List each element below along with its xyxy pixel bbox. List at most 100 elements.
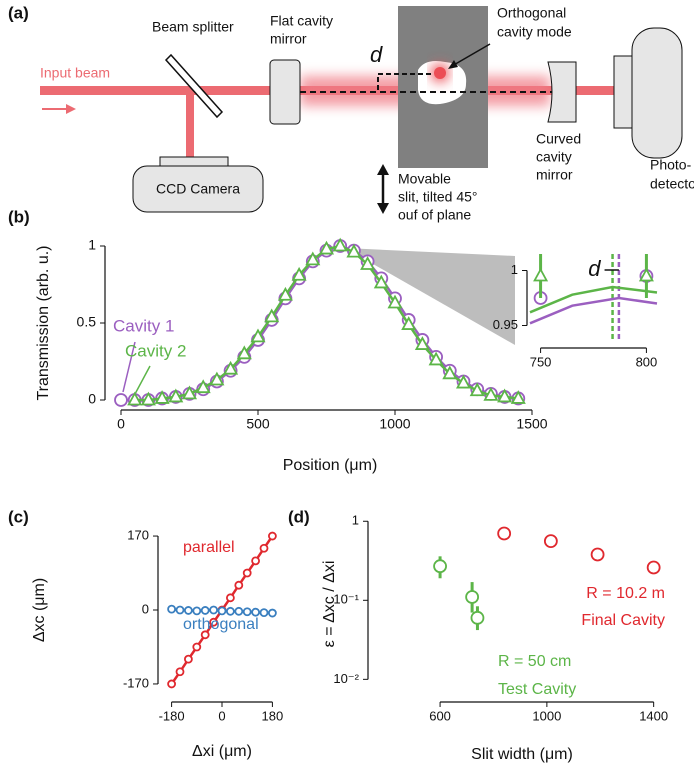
marker (114, 393, 128, 407)
curved-mirror-label: mirror (536, 167, 573, 183)
marker (154, 390, 170, 404)
x-tick-label: -180 (159, 708, 185, 723)
beam-splitter-label: Beam splitter (152, 19, 234, 35)
marker (510, 390, 526, 404)
detector (613, 55, 633, 129)
arrow (448, 60, 458, 69)
x-tick-label: 500 (246, 416, 270, 432)
marker (497, 526, 512, 541)
flat-mirror (269, 59, 301, 125)
x-tick-label: 1400 (639, 708, 668, 723)
marker (267, 531, 277, 541)
x-tick-label: 1000 (379, 416, 410, 432)
setup-diagram: (a) Input beam Beam splitter CCD Camera … (8, 3, 694, 222)
marker (200, 630, 210, 640)
y-tick-label: 0.5 (77, 314, 97, 330)
marker (195, 379, 211, 394)
panel-label: (b) (8, 207, 30, 226)
mode-label: Orthogonal (497, 5, 566, 21)
marker (251, 607, 261, 617)
marker (183, 654, 193, 664)
marker (469, 382, 485, 397)
marker (209, 617, 219, 627)
marker (387, 294, 403, 309)
marker (401, 316, 417, 330)
camera (132, 165, 264, 213)
y-tick-label: 0 (88, 391, 96, 407)
y-tick-label: 0 (142, 601, 149, 616)
marker (318, 240, 335, 255)
marker (277, 286, 293, 301)
slit-label: Movable (398, 171, 451, 187)
marker (223, 360, 239, 375)
x-axis-label: Position (μm) (283, 457, 378, 474)
marker (209, 371, 225, 386)
marker (533, 267, 549, 282)
marker (192, 642, 202, 652)
slit-label: slit, tilted 45° (398, 189, 478, 205)
y-tick-label: 1 (352, 513, 359, 528)
marker (470, 610, 485, 625)
y-tick-label: 1 (511, 262, 518, 277)
mode-label: cavity mode (497, 24, 572, 40)
marker (497, 388, 513, 403)
marker (360, 256, 376, 270)
marker (236, 345, 252, 360)
marker (167, 679, 177, 689)
panel-label: (c) (8, 507, 29, 526)
series-line (529, 296, 658, 325)
zoom-wedge (345, 248, 515, 345)
marker (234, 606, 244, 616)
marker (140, 391, 156, 406)
marker (305, 251, 321, 266)
marker (225, 606, 235, 616)
curved-mirror-label: Curved (536, 131, 581, 147)
y-tick-label: -170 (123, 675, 149, 690)
marker (259, 543, 269, 553)
marker (264, 308, 280, 323)
y-axis-label: Transmission (arb. u.) (35, 246, 52, 401)
panel-label: (a) (8, 3, 29, 22)
x-tick-label: 0 (117, 416, 125, 432)
legend-label: Cavity 2 (125, 341, 186, 360)
marker (168, 388, 184, 403)
detector (631, 27, 683, 159)
camera-label: CCD Camera (156, 181, 240, 197)
marker (483, 387, 499, 401)
arrow (377, 203, 389, 214)
x-axis-label: Slit width (μm) (471, 746, 573, 763)
y-tick-label: 10⁻¹ (333, 592, 359, 607)
marker (200, 606, 210, 615)
marker (638, 267, 654, 282)
arrow (377, 164, 389, 175)
beam-splitter (164, 53, 224, 119)
camera (159, 156, 229, 167)
slit-label: ouf of plane (398, 207, 471, 223)
marker (346, 243, 362, 258)
arrow (451, 43, 491, 67)
x-tick-label: 0 (218, 708, 225, 723)
arrow (66, 104, 76, 114)
label-pointer (122, 341, 136, 393)
marker (234, 580, 244, 590)
marker (251, 556, 261, 566)
marker (442, 365, 458, 380)
marker (590, 547, 605, 562)
marker (183, 606, 193, 615)
marker (181, 385, 198, 400)
marker (332, 237, 348, 252)
legend-label: parallel (183, 539, 235, 556)
detector-label: detector (650, 176, 694, 192)
marker (242, 607, 252, 617)
marker (646, 560, 661, 575)
marker (175, 605, 185, 615)
y-tick-label: 0.95 (493, 317, 518, 332)
orthogonal-mode (434, 67, 446, 79)
x-tick-label: 600 (429, 708, 451, 723)
annotation: R = 10.2 m (586, 585, 665, 602)
flat-mirror-label: Flat cavity (270, 13, 333, 29)
beam (186, 92, 194, 164)
legend-label: Cavity 1 (113, 316, 174, 335)
marker (217, 606, 227, 616)
